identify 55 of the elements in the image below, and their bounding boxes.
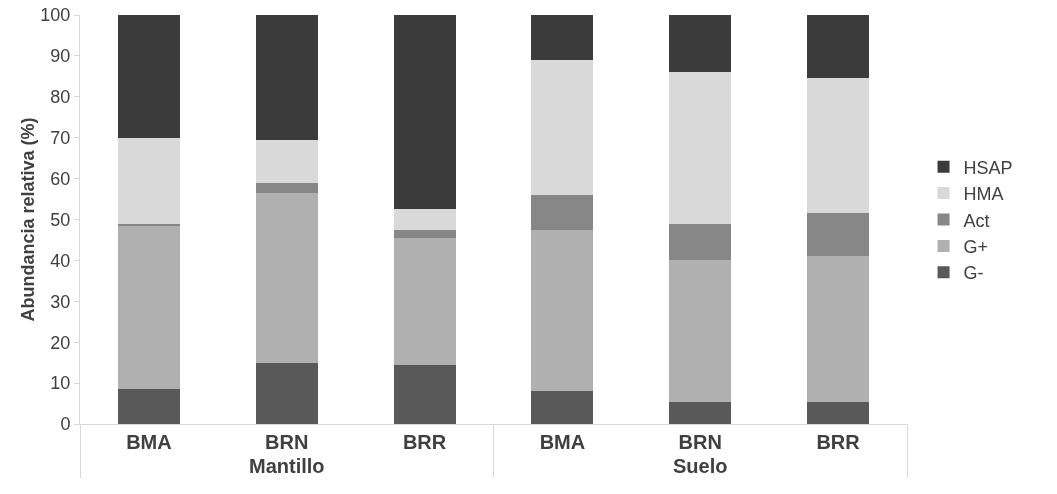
x-tick-label: BRR [816,431,861,453]
bar [255,362,318,424]
y-tick-label: 30 [50,291,71,312]
bar [669,223,732,261]
y-tick-label: 10 [50,373,71,394]
y-tick-label: 100 [40,5,71,26]
bar [117,137,180,224]
bar [531,391,594,424]
legend-label: HMA [963,184,1004,205]
x-tick-label: BRN [678,431,722,453]
bar [669,72,732,224]
bar [255,182,318,193]
bar [807,256,870,402]
bar [393,229,456,238]
y-axis-title: Abundancia relativa (%) [18,117,38,322]
bar [117,225,180,390]
y-tick-label: 20 [50,332,71,353]
legend-label: G- [963,263,984,284]
bar [255,139,318,183]
bar [531,15,594,60]
bar [807,213,870,257]
bar [669,260,732,402]
bar [117,389,180,424]
bar [669,401,732,424]
y-tick-label: 0 [60,414,71,435]
y-tick-label: 60 [50,168,71,189]
bar [117,15,180,138]
legend-label: G+ [963,236,989,257]
x-tick-label: BMA [126,431,172,453]
y-tick-label: 80 [50,87,71,108]
y-tick-label: 90 [50,46,71,67]
bar [531,59,594,195]
y-tick-label: 70 [50,128,71,148]
bar [255,192,318,363]
bar [531,229,594,392]
bar [531,194,594,230]
bar [393,364,456,424]
bar [807,15,870,79]
bar [807,401,870,424]
text: Mantillo [248,455,325,477]
bar [393,237,456,365]
legend-label: HSAP [963,157,1013,178]
x-tick-label: BRN [265,431,309,453]
y-tick-label: 40 [50,250,71,271]
bar [669,15,732,73]
bar [807,78,870,214]
legend-label: Act [963,210,990,231]
text: Suelo [673,455,728,477]
bar [393,209,456,230]
x-tick-label: BRR [402,431,447,453]
bar [255,15,318,140]
x-tick-label: BMA [539,431,586,453]
bar [117,223,180,226]
y-tick-label: 50 [50,209,71,230]
bar [393,15,456,210]
